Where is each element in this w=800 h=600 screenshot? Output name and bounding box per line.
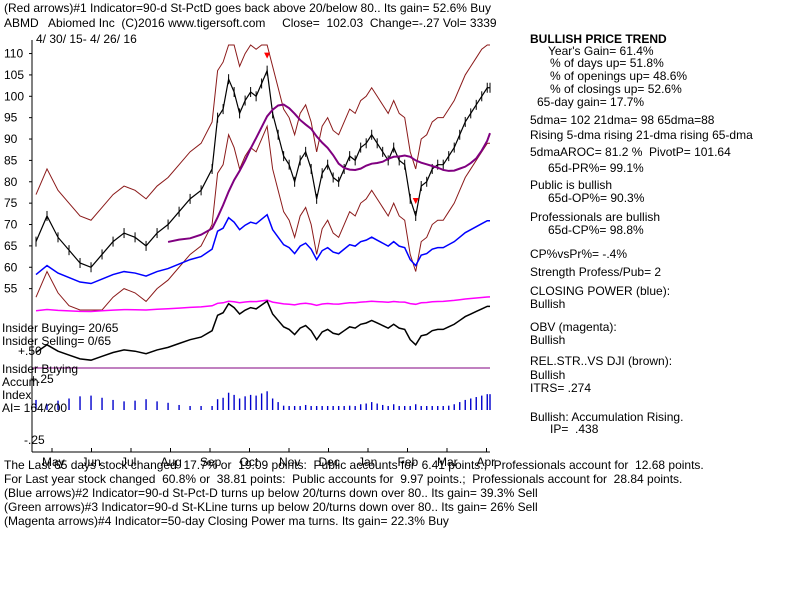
obv-title: OBV (magenta): — [530, 320, 617, 334]
y-tick-label: 55 — [4, 282, 18, 296]
x-tick-label: Mar — [437, 455, 458, 469]
y-tick-label: 95 — [4, 111, 18, 125]
x-tick-label: Oct — [240, 455, 259, 469]
ticker-line: ABMD Abiomed Inc (C)2016 www.tigersoft.c… — [4, 16, 497, 30]
y-tick-label: 80 — [4, 175, 18, 189]
upper-band — [35, 44, 490, 221]
footer-line-4: (Green arrows)#3 Indicator=90-d St-KLine… — [4, 500, 538, 514]
insider-buying-label-2: Insider Buying — [2, 362, 79, 376]
y-tick-label: 90 — [4, 132, 18, 146]
ma65-line — [167, 103, 491, 243]
footer-line-5: (Magenta arrows)#4 Indicator=50-day Clos… — [4, 514, 449, 528]
y-tick-label: 60 — [4, 260, 18, 274]
openings-up: % of openings up= 48.6% — [550, 69, 688, 83]
closing-power-status: Bullish — [530, 297, 566, 311]
x-tick-label: Jun — [82, 455, 101, 469]
days-up: % of days up= 51.8% — [550, 56, 664, 70]
dma-values: 5dma= 102 21dma= 98 65dma=88 — [530, 113, 715, 127]
lower-band — [35, 124, 490, 311]
closings-up: % of closings up= 52.6% — [550, 82, 682, 96]
y-tick-label: 75 — [4, 196, 18, 210]
y-tick-label: 85 — [4, 153, 18, 167]
ai-label: AI= 164/200 — [2, 401, 68, 415]
relstr-title: REL.STR..VS DJI (brown): — [530, 354, 673, 368]
public-bullish: Public is bullish — [530, 178, 613, 192]
x-tick-label: Apr — [477, 455, 496, 469]
x-tick-label: Aug — [161, 455, 182, 469]
y-tick-label: 100 — [4, 89, 24, 103]
op-65d: 65d-OP%= 90.3% — [548, 191, 645, 205]
price-chart: 55 60 65 70 75 80 85 90 95 100 105 110 May Jun Jul Aug S… — [4, 40, 496, 469]
plus50-label: +.50 — [18, 344, 42, 358]
accum: Bullish: Accumulation Rising. — [530, 410, 684, 424]
footer-line-3: (Blue arrows)#2 Indicator=90-d St-Pct-D … — [4, 486, 538, 500]
red-buy-arrow — [412, 197, 419, 204]
index-label: Index — [2, 388, 32, 402]
aroc: 5dmaAROC= 81.2 % PivotP= 101.64 — [530, 145, 731, 159]
pros-bullish: Professionals are bullish — [530, 210, 661, 224]
footer-line-2: For Last year stock changed 60.8% or 38.… — [4, 472, 683, 486]
price-line — [35, 68, 490, 268]
years-gain: Year's Gain= 61.4% — [548, 44, 654, 58]
insider-buying-label: Insider Buying= 20/65 — [2, 321, 119, 335]
x-tick-label: Feb — [398, 455, 419, 469]
x-tick-label: Sep — [200, 455, 222, 469]
accum-label: Accum — [2, 375, 39, 389]
minus25-label: -.25 — [24, 433, 45, 447]
gain-65day: 65-day gain= 17.7% — [537, 95, 645, 109]
strength: Strength Profess/Pub= 2 — [530, 265, 662, 279]
footer-line-1: The Last 65 days stock changed 17.7% or … — [4, 458, 704, 472]
plus25-label: +.25 — [30, 372, 54, 386]
x-tick-label: Jul — [121, 455, 136, 469]
y-tick-label: 110 — [4, 47, 23, 61]
pr-65d: 65d-PR%= 99.1% — [548, 161, 644, 175]
y-tick-label: 70 — [4, 218, 18, 232]
obv-line — [35, 296, 491, 313]
itrs: ITRS= .274 — [530, 381, 592, 395]
x-tick-label: Jan — [358, 455, 377, 469]
date-range: 4/ 30/ 15- 4/ 26/ 16 — [36, 32, 137, 46]
x-tick-label: Nov — [279, 455, 300, 469]
ip-value: IP= .438 — [550, 422, 599, 436]
obv-status: Bullish — [530, 333, 566, 347]
relstr-line — [35, 300, 490, 361]
y-tick-label: 105 — [4, 68, 24, 82]
relstr-status: Bullish — [530, 368, 566, 382]
red-buy-arrow — [264, 52, 271, 59]
dma-rising: Rising 5-dma rising 21-dma rising 65-dma — [530, 128, 753, 142]
closing-power-title: CLOSING POWER (blue): — [530, 284, 671, 298]
red-arrows-line: (Red arrows)#1 Indicator=90-d St-PctD go… — [4, 1, 491, 15]
x-tick-label: Dec — [319, 455, 340, 469]
x-tick-label: May — [42, 455, 65, 469]
y-tick-label: 65 — [4, 239, 18, 253]
insider-selling-label: Insider Selling= 0/65 — [2, 334, 112, 348]
bullish-trend-title: BULLISH PRICE TREND — [530, 32, 667, 46]
cp-vs-pr: CP%vsPr%= -.4% — [530, 247, 628, 261]
cp-65d: 65d-CP%= 98.8% — [548, 223, 644, 237]
closing-power-line — [35, 213, 490, 285]
